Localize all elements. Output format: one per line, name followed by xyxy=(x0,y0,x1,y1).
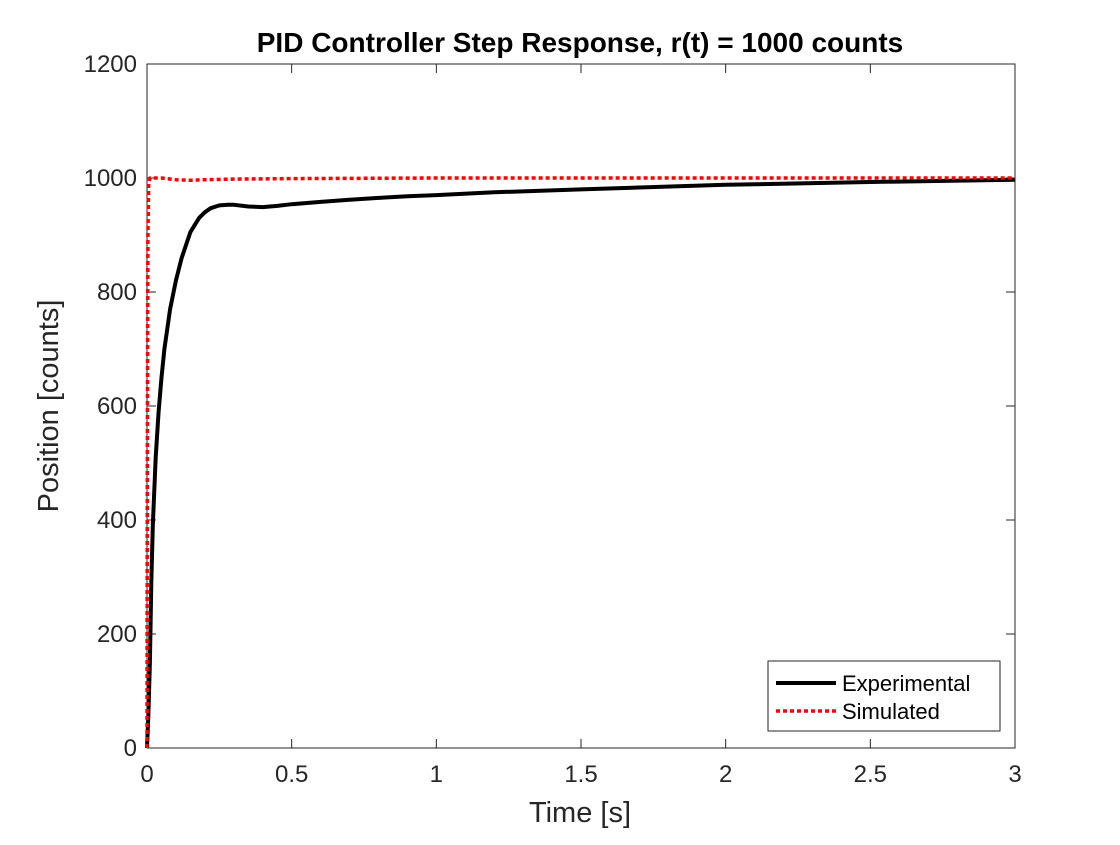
x-tick-label: 1 xyxy=(430,761,443,788)
x-axis-label: Time [s] xyxy=(529,797,631,829)
y-tick-label: 800 xyxy=(97,279,137,306)
y-tick-label: 1000 xyxy=(84,165,137,192)
legend: Experimental Simulated xyxy=(767,660,1001,732)
legend-box xyxy=(767,660,1001,732)
y-tick-label: 0 xyxy=(124,735,137,762)
legend-label: Simulated xyxy=(842,699,940,724)
x-tick-label: 0 xyxy=(140,761,153,788)
y-tick-label: 400 xyxy=(97,507,137,534)
x-tick-label: 3 xyxy=(1008,761,1021,788)
experimental-series-line xyxy=(145,177,1016,749)
y-tick-label: 200 xyxy=(97,621,137,648)
x-tick-label: 2 xyxy=(719,761,732,788)
plot-area: 0 0.5 1 1.5 2 2.5 3 0 200 400 600 800 1000 1200 xyxy=(84,51,1022,788)
x-tick-label: 2.5 xyxy=(854,761,887,788)
x-tick-label: 1.5 xyxy=(564,761,597,788)
x-tick-label: 0.5 xyxy=(275,761,308,788)
y-axis-label: Position [counts] xyxy=(33,300,65,513)
y-tick-label: 600 xyxy=(97,393,137,420)
chart-title: PID Controller Step Response, r(t) = 100… xyxy=(257,27,903,58)
simulated-series-line xyxy=(145,176,1015,749)
legend-label: Experimental xyxy=(842,671,970,696)
y-tick-label: 1200 xyxy=(84,51,137,78)
axes-box xyxy=(146,63,1016,749)
